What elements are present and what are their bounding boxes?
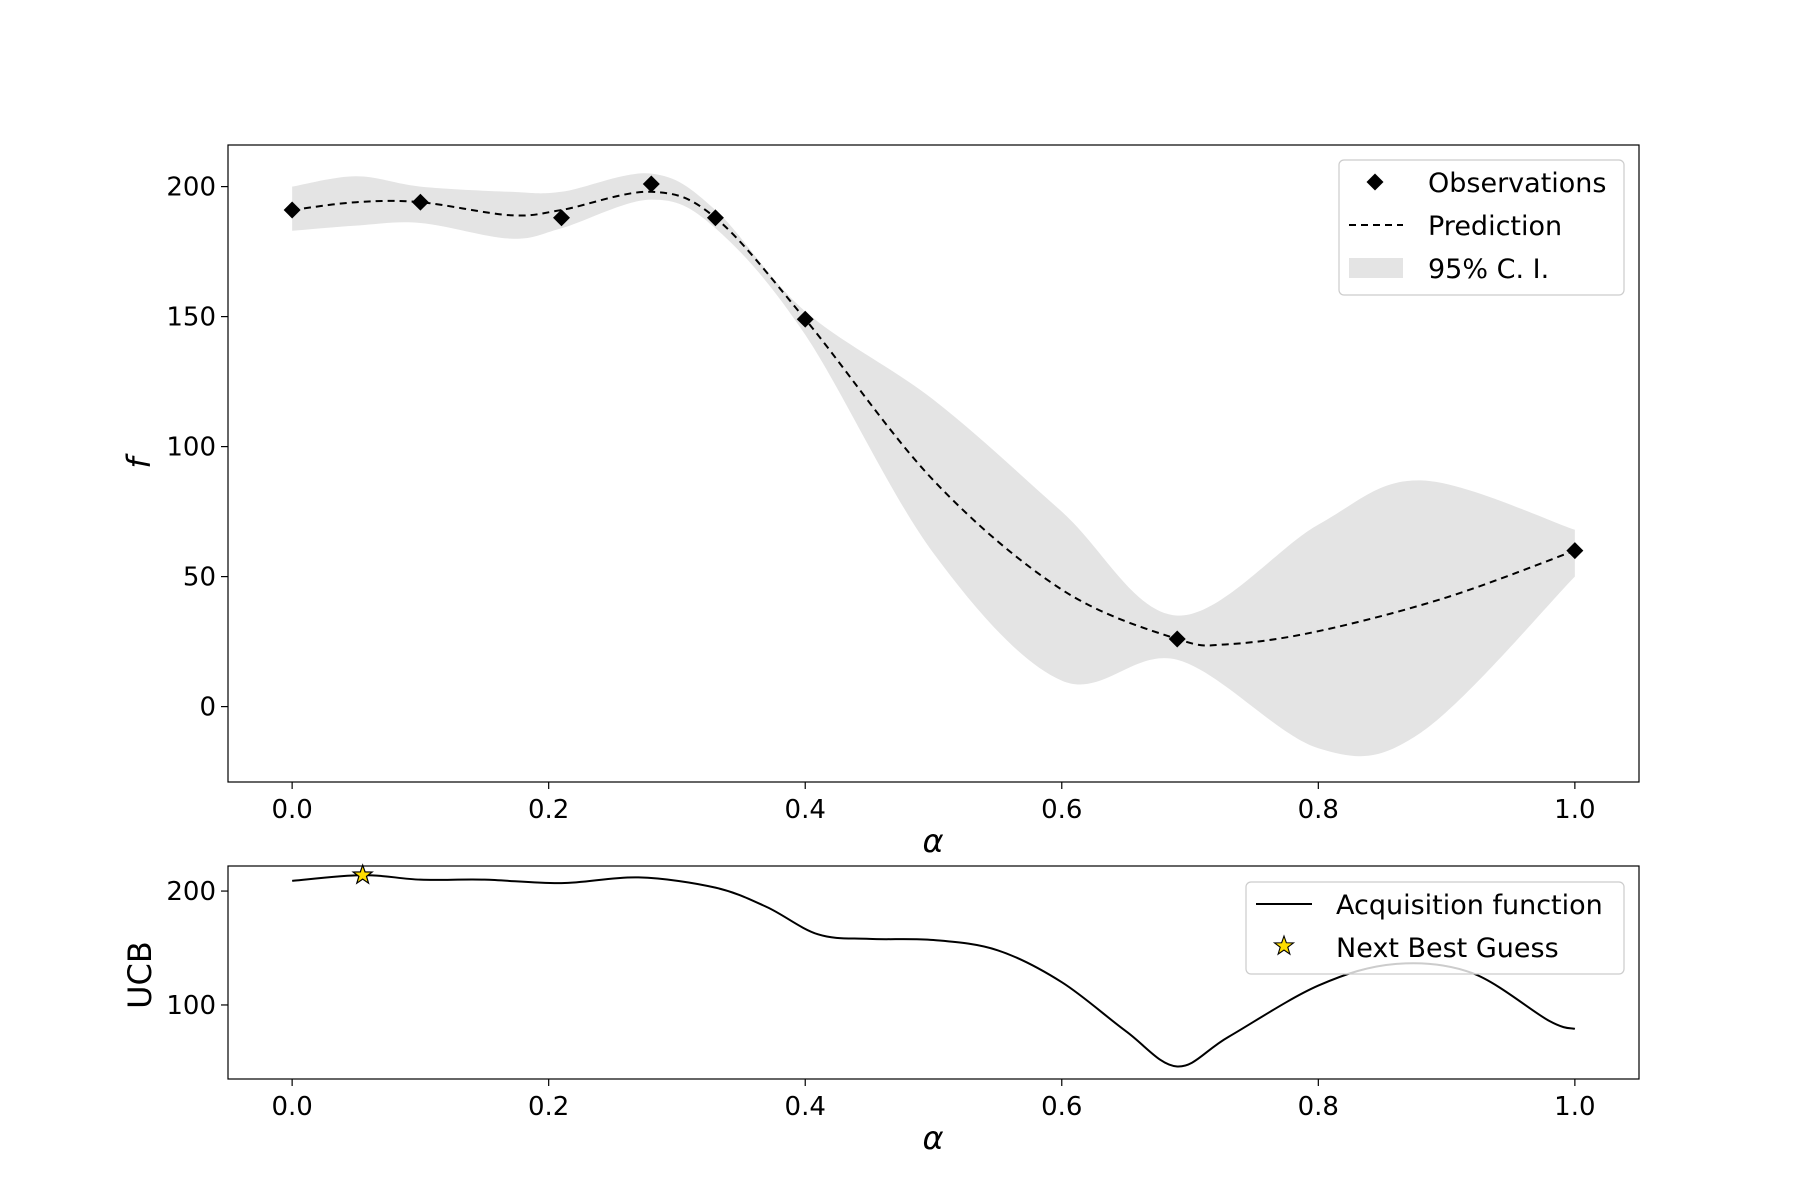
- observation-markers: [283, 175, 1584, 648]
- p2-x-tick-label: 0.4: [785, 1092, 826, 1122]
- p2-x-tick-label: 1.0: [1554, 1092, 1595, 1122]
- legend: Acquisition function Next Best Guess: [1245, 881, 1625, 975]
- p1-x-tick-label: 1.0: [1554, 795, 1595, 825]
- x-axis-label: α: [922, 822, 943, 860]
- p2-y-tick-label: 200: [166, 877, 216, 907]
- p1-y-tick-label: 200: [166, 173, 216, 203]
- p2-x-tick-label: 0.0: [271, 1092, 312, 1122]
- legend: Observations Prediction 95% C. I.: [1338, 159, 1625, 296]
- observation-point: [411, 193, 429, 211]
- acquisition-panel: 0.0 0.2 0.4 0.6 0.8 1.0 100 200 α UCB Acquisit…: [121, 863, 1640, 1157]
- observation-point: [796, 310, 814, 328]
- p1-y-tick-label: 150: [166, 303, 216, 333]
- legend-observations-label: Observations: [1428, 168, 1606, 199]
- legend-ci-label: 95% C. I.: [1428, 254, 1549, 285]
- legend-prediction-label: Prediction: [1428, 211, 1562, 242]
- legend-acquisition-label: Acquisition function: [1336, 890, 1603, 921]
- plot-frame: [227, 865, 1640, 1080]
- observation-point: [1566, 542, 1584, 560]
- legend-star-icon: [1272, 934, 1296, 956]
- p1-y-tick-label: 50: [183, 563, 216, 593]
- legend-ci-swatch: [1349, 258, 1403, 278]
- confidence-interval-band: [292, 173, 1575, 757]
- gp-plot-panel: 0.0 0.2 0.4 0.6 0.8 1.0 0 50 100 150 200 α f Obse…: [120, 144, 1640, 860]
- p1-y-tick-label: 100: [166, 433, 216, 463]
- observation-point: [642, 175, 660, 193]
- observation-point: [553, 209, 570, 227]
- x-axis-ticks: 0.0 0.2 0.4 0.6 0.8 1.0: [271, 1079, 1596, 1122]
- plot-frame: [227, 144, 1640, 783]
- y-axis-ticks: 0 50 100 150 200: [166, 173, 228, 723]
- next-best-guess-star: [351, 863, 374, 885]
- legend-box: [1338, 159, 1625, 296]
- observation-point: [1168, 630, 1186, 648]
- legend-box: [1245, 881, 1625, 975]
- p1-x-tick-label: 0.8: [1298, 795, 1339, 825]
- observation-point: [706, 209, 724, 227]
- p2-x-tick-label: 0.8: [1298, 1092, 1339, 1122]
- observation-point: [283, 201, 301, 219]
- p2-y-tick-label: 100: [166, 991, 216, 1021]
- legend-next-best-guess-label: Next Best Guess: [1336, 933, 1559, 964]
- p1-y-tick-label: 0: [199, 693, 216, 723]
- p1-x-tick-label: 0.2: [528, 795, 569, 825]
- p2-x-tick-label: 0.2: [528, 1092, 569, 1122]
- y-axis-ticks: 100 200: [166, 877, 228, 1021]
- x-axis-label: α: [922, 1119, 943, 1157]
- p2-x-tick-label: 0.6: [1041, 1092, 1082, 1122]
- p1-x-tick-label: 0.6: [1041, 795, 1082, 825]
- y-axis-label: UCB: [121, 941, 159, 1009]
- x-axis-ticks: 0.0 0.2 0.4 0.6 0.8 1.0: [271, 782, 1596, 825]
- p1-x-tick-label: 0.0: [271, 795, 312, 825]
- p1-x-tick-label: 0.4: [785, 795, 826, 825]
- prediction-line: [292, 190, 1576, 647]
- y-axis-label: f: [120, 453, 158, 469]
